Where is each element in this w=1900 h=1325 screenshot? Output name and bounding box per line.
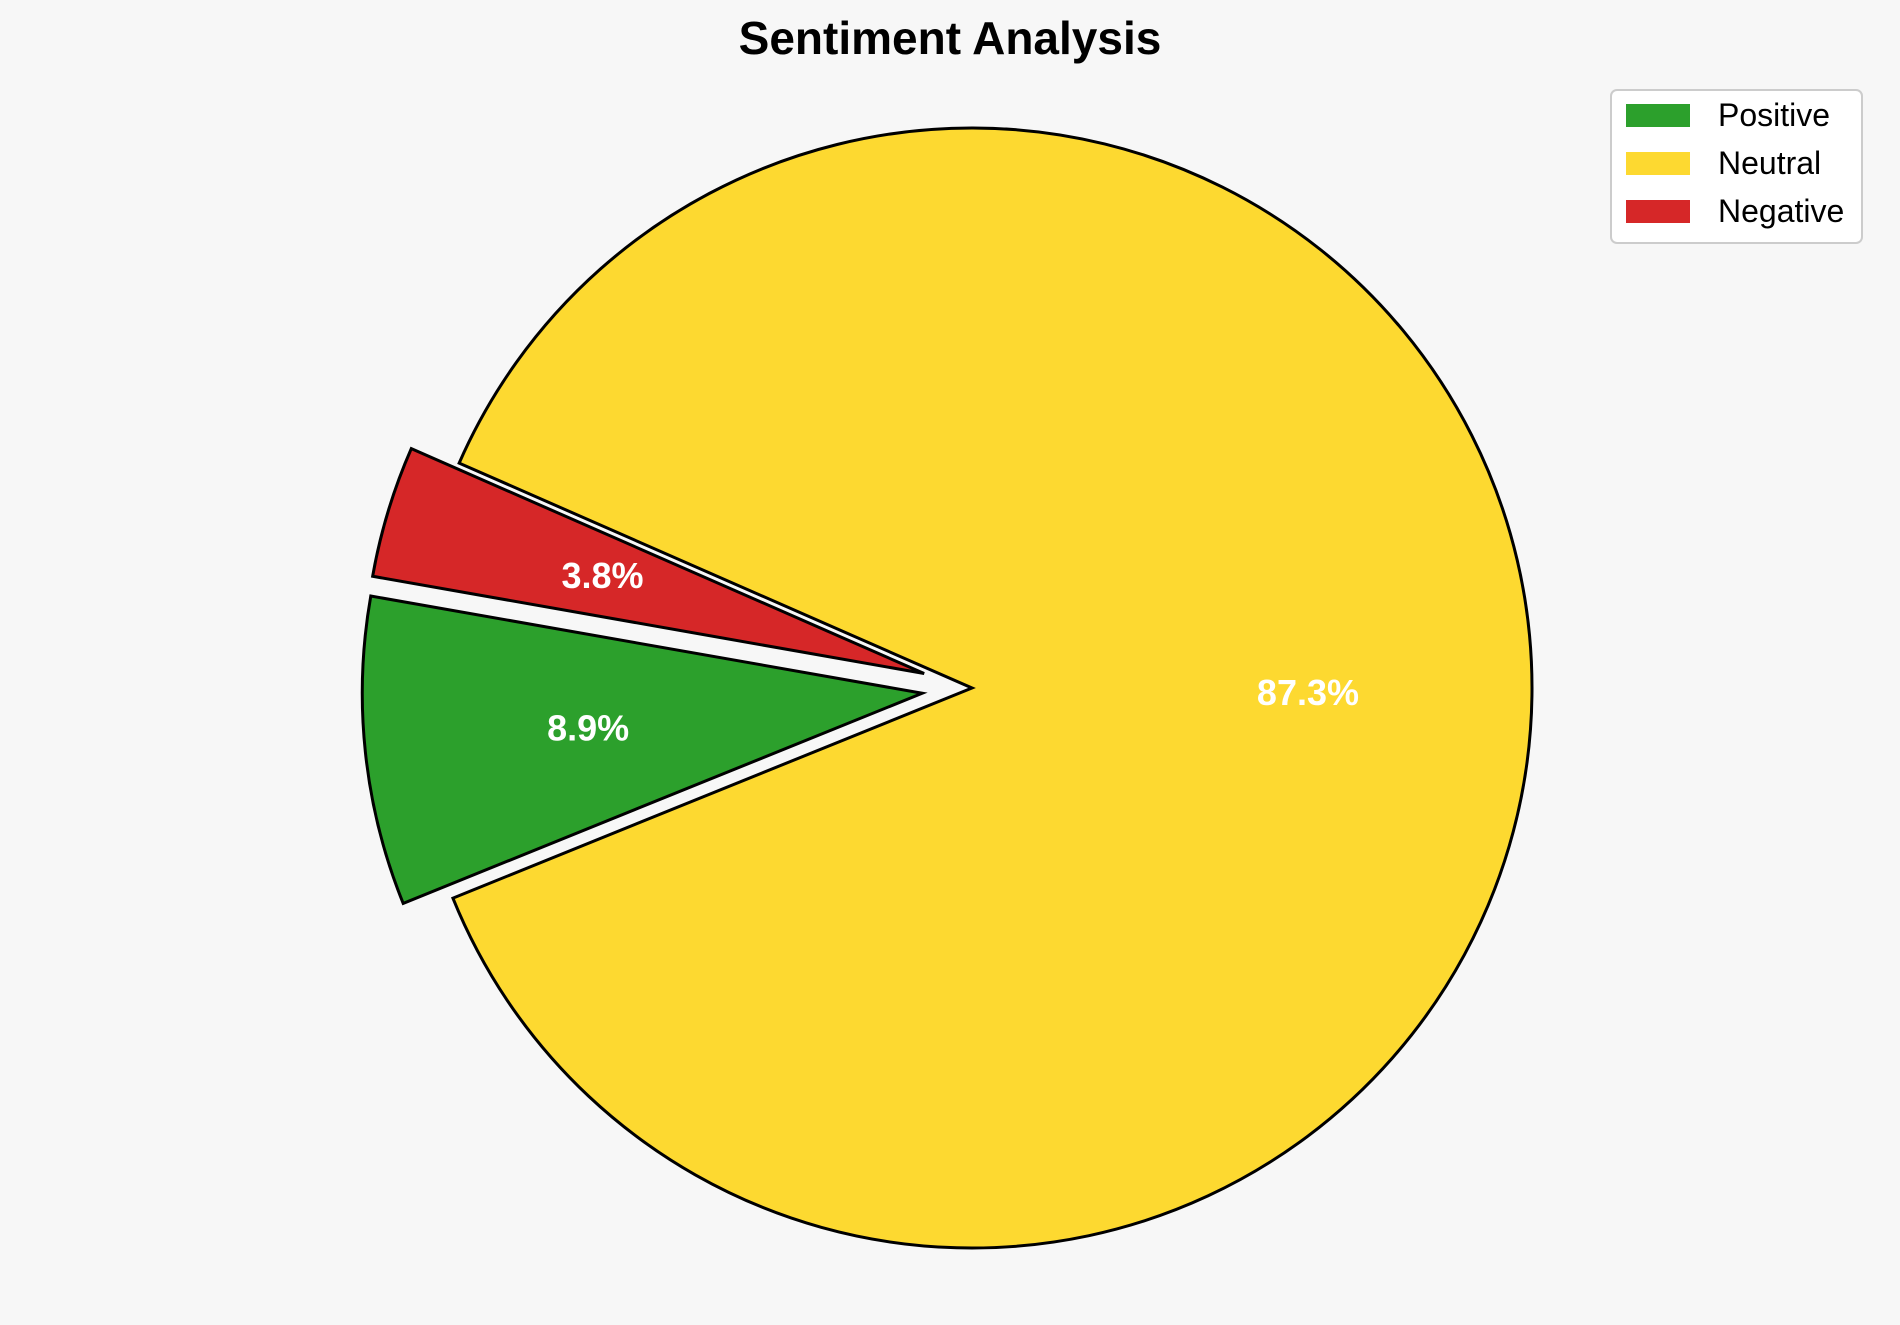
pie-slice-negative	[370, 446, 925, 675]
pie-slice-neutral	[450, 126, 1534, 1250]
legend-swatch-neutral	[1626, 152, 1690, 175]
slice-label-neutral: 87.3%	[1257, 672, 1359, 713]
pie-slices	[360, 126, 1534, 1250]
slice-label-positive: 8.9%	[547, 707, 629, 748]
pie-slice-positive	[360, 594, 928, 906]
legend-swatch-positive	[1626, 104, 1690, 127]
chart-title: Sentiment Analysis	[739, 12, 1162, 64]
legend-label-neutral: Neutral	[1718, 145, 1821, 181]
legend-label-positive: Positive	[1718, 97, 1830, 133]
legend: Positive Neutral Negative	[1610, 89, 1863, 244]
legend-swatch-negative	[1626, 200, 1690, 223]
pie-slice-labels: 8.9% 87.3% 3.8%	[547, 555, 1359, 748]
slice-label-negative: 3.8%	[562, 555, 644, 596]
legend-label-negative: Negative	[1718, 193, 1844, 229]
legend-items: Positive Neutral Negative	[1626, 97, 1844, 229]
